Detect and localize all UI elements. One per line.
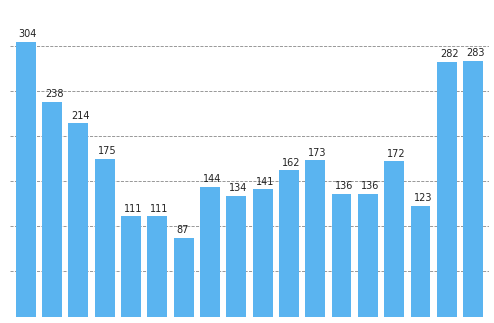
Text: 304: 304: [19, 29, 37, 39]
Bar: [95, 159, 115, 317]
Text: 136: 136: [361, 181, 379, 191]
Bar: [121, 216, 141, 317]
Bar: [147, 216, 167, 317]
Bar: [305, 161, 325, 317]
Bar: [16, 42, 36, 317]
Text: 214: 214: [72, 111, 90, 121]
Text: 111: 111: [150, 204, 169, 214]
Text: 111: 111: [124, 204, 142, 214]
Bar: [42, 102, 62, 317]
Bar: [332, 194, 352, 317]
Bar: [384, 161, 404, 317]
Text: 123: 123: [413, 193, 432, 203]
Bar: [200, 187, 220, 317]
Bar: [226, 196, 246, 317]
Text: 134: 134: [229, 183, 248, 193]
Bar: [358, 194, 378, 317]
Bar: [437, 62, 457, 317]
Text: 141: 141: [256, 177, 274, 187]
Bar: [463, 61, 483, 317]
Text: 162: 162: [282, 158, 300, 168]
Text: 173: 173: [308, 148, 327, 158]
Text: 283: 283: [466, 48, 485, 58]
Text: 175: 175: [98, 146, 117, 156]
Bar: [253, 189, 273, 317]
Bar: [69, 123, 88, 317]
Text: 282: 282: [440, 49, 458, 59]
Text: 238: 238: [45, 89, 64, 99]
Bar: [174, 238, 194, 317]
Text: 144: 144: [203, 174, 221, 184]
Text: 172: 172: [387, 149, 406, 159]
Bar: [279, 170, 299, 317]
Bar: [411, 205, 430, 317]
Text: 87: 87: [177, 225, 189, 235]
Text: 136: 136: [335, 181, 353, 191]
